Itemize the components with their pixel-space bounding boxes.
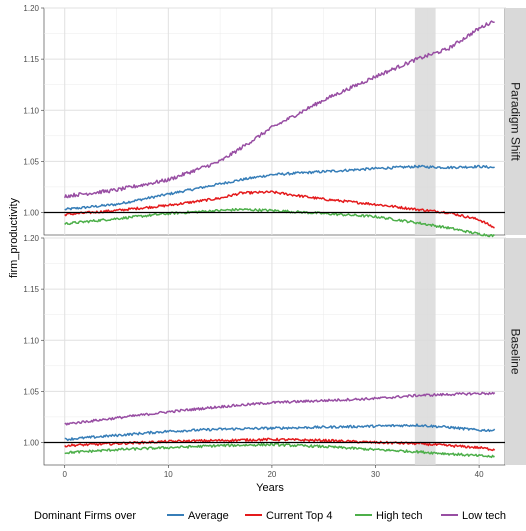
facet-strip <box>505 238 526 465</box>
legend: Dominant Firms over Average Current Top 4 H… <box>34 510 506 522</box>
shaded-band <box>414 8 436 235</box>
legend-label: Average <box>188 510 229 522</box>
series-line-low-tech <box>64 20 495 199</box>
panel-background <box>43 7 506 236</box>
panel-paradigm-shift: 1.00 1.05 1.10 1.15 1.20 Paradigm Shift <box>23 4 526 238</box>
y-tick-label: 1.15 <box>23 285 39 294</box>
series-line-high-tech <box>64 442 495 459</box>
series-line-average <box>64 164 495 211</box>
legend-title: Dominant Firms over <box>34 510 136 522</box>
y-tick-label: 1.00 <box>23 209 39 218</box>
facet-strip-label: Baseline <box>509 328 523 374</box>
y-tick-label: 1.05 <box>23 157 39 166</box>
y-tick-label: 1.20 <box>23 234 39 243</box>
facet-strip <box>505 8 526 235</box>
x-tick-label: 10 <box>164 470 173 479</box>
series-line-average <box>64 423 496 442</box>
legend-label: Low tech <box>462 510 506 522</box>
y-axis-title: firm_productivity <box>8 197 20 278</box>
legend-label: Current Top 4 <box>266 510 332 522</box>
y-tick-label: 1.10 <box>23 106 39 115</box>
y-tick-label: 1.00 <box>23 439 39 448</box>
x-tick-label: 40 <box>475 470 484 479</box>
shaded-band <box>414 238 436 465</box>
x-tick-label: 0 <box>62 470 67 479</box>
y-tick-label: 1.05 <box>23 387 39 396</box>
panel-baseline: 1.00 1.05 1.10 1.15 1.20 Baseline 0 10 20 30 40 <box>23 234 526 479</box>
series-line-low-tech <box>64 391 496 426</box>
series-line-high-tech <box>64 207 495 238</box>
y-tick-label: 1.15 <box>23 55 39 64</box>
y-tick-label: 1.10 <box>23 336 39 345</box>
x-tick-label: 20 <box>267 470 276 479</box>
facet-strip-label: Paradigm Shift <box>509 82 523 161</box>
x-tick-label: 30 <box>371 470 380 479</box>
legend-label: High tech <box>376 510 422 522</box>
x-axis-title: Years <box>256 482 284 494</box>
y-tick-label: 1.20 <box>23 4 39 13</box>
series-line-current-top-4 <box>64 190 495 229</box>
panel-background <box>43 237 506 466</box>
